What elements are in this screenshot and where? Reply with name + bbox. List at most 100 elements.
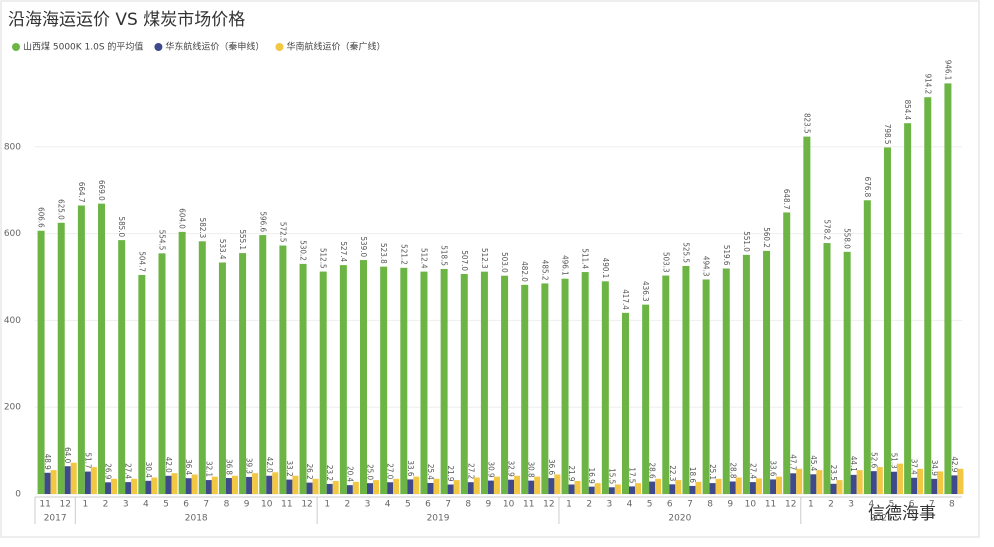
bar — [649, 481, 656, 494]
y-tick-label: 800 — [4, 142, 21, 152]
bar — [77, 205, 85, 494]
data-label: 15.5 — [607, 468, 616, 484]
bar — [655, 478, 662, 494]
data-label: 30.8 — [527, 462, 536, 478]
data-label: 582.3 — [198, 218, 207, 239]
bar — [158, 253, 166, 494]
data-label: 32.1 — [204, 461, 213, 477]
bar — [259, 235, 267, 494]
bar — [883, 147, 891, 495]
bar — [628, 486, 635, 494]
data-label: 503.0 — [500, 252, 509, 273]
bar — [266, 475, 273, 494]
bar — [796, 468, 803, 494]
data-label: 36.6 — [547, 459, 556, 475]
data-label: 33.6 — [769, 460, 778, 476]
bar — [870, 471, 877, 494]
bar — [574, 480, 581, 494]
data-label: 507.0 — [460, 250, 469, 271]
bar — [427, 482, 434, 494]
bar — [90, 467, 97, 494]
legend-swatch — [154, 43, 163, 51]
data-label: 42.0 — [164, 457, 173, 473]
bar — [514, 475, 521, 494]
data-label: 554.5 — [157, 230, 166, 251]
bar — [715, 478, 722, 494]
data-label: 519.6 — [722, 245, 731, 266]
bar — [863, 200, 871, 494]
x-tick-label: 6 — [425, 500, 431, 510]
x-tick-label: 7 — [445, 500, 451, 510]
bar — [131, 478, 138, 494]
bar — [528, 480, 535, 494]
data-label: 25.4 — [426, 464, 435, 480]
bar — [393, 478, 400, 494]
bar — [742, 254, 750, 494]
data-label: 512.3 — [480, 248, 489, 269]
bar — [360, 260, 368, 494]
data-label: 523.8 — [379, 243, 388, 264]
data-label: 530.2 — [299, 240, 308, 261]
x-tick-label: 11 — [523, 500, 534, 510]
bar — [594, 483, 601, 494]
x-tick-label: 12 — [785, 500, 796, 510]
x-tick-label: 11 — [39, 500, 50, 510]
data-label: 496.1 — [561, 255, 570, 276]
bar — [332, 480, 339, 494]
bar — [541, 283, 549, 494]
data-label: 21.9 — [446, 465, 455, 481]
x-tick-label: 7 — [929, 500, 935, 510]
data-label: 52.6 — [869, 452, 878, 468]
data-label: 45.4 — [809, 455, 818, 471]
year-label: 2019 — [427, 514, 450, 524]
x-tick-label: 4 — [385, 500, 391, 510]
bar — [125, 482, 132, 494]
legend-swatch — [275, 43, 284, 51]
x-tick-label: 6 — [909, 500, 915, 510]
y-tick-label: 200 — [4, 403, 21, 413]
bar — [843, 251, 851, 494]
y-tick-label: 0 — [15, 490, 21, 500]
bar — [856, 470, 863, 494]
bar — [239, 253, 247, 494]
bar — [312, 478, 319, 494]
x-tick-label: 2 — [103, 500, 109, 510]
x-tick-label: 9 — [486, 500, 492, 510]
bar — [830, 483, 837, 494]
data-label: 417.4 — [621, 289, 630, 310]
chart-title: 沿海海运运价 VS 煤炭市场价格 — [8, 10, 245, 30]
bar — [675, 480, 682, 494]
bar — [272, 472, 279, 494]
bar — [98, 203, 106, 495]
bar — [783, 212, 791, 494]
data-label: 17.5 — [627, 467, 636, 483]
bar — [420, 271, 428, 494]
data-label: 36.8 — [224, 459, 233, 475]
data-label: 64.0 — [63, 447, 72, 463]
data-label: 512.4 — [419, 248, 428, 269]
bar — [904, 123, 912, 494]
data-label: 37.4 — [910, 459, 919, 475]
bar — [763, 250, 771, 494]
x-tick-label: 7 — [203, 500, 209, 510]
x-tick-label: 1 — [808, 500, 814, 510]
data-label: 23.5 — [829, 465, 838, 481]
bar — [171, 473, 178, 494]
data-label: 436.3 — [641, 281, 650, 302]
bar — [487, 480, 494, 494]
bar — [299, 263, 307, 494]
data-label: 32.9 — [507, 461, 516, 477]
bar — [548, 478, 555, 494]
bar — [876, 467, 883, 494]
data-label: 26.2 — [305, 464, 314, 480]
bar — [823, 243, 831, 494]
data-label: 525.5 — [681, 242, 690, 263]
bar — [890, 471, 897, 494]
x-tick-label: 3 — [123, 500, 129, 510]
data-label: 23.2 — [325, 465, 334, 481]
bar — [185, 478, 192, 494]
x-tick-label: 5 — [647, 500, 653, 510]
bar — [306, 482, 313, 494]
x-tick-label: 2 — [828, 500, 834, 510]
bar — [709, 483, 716, 494]
